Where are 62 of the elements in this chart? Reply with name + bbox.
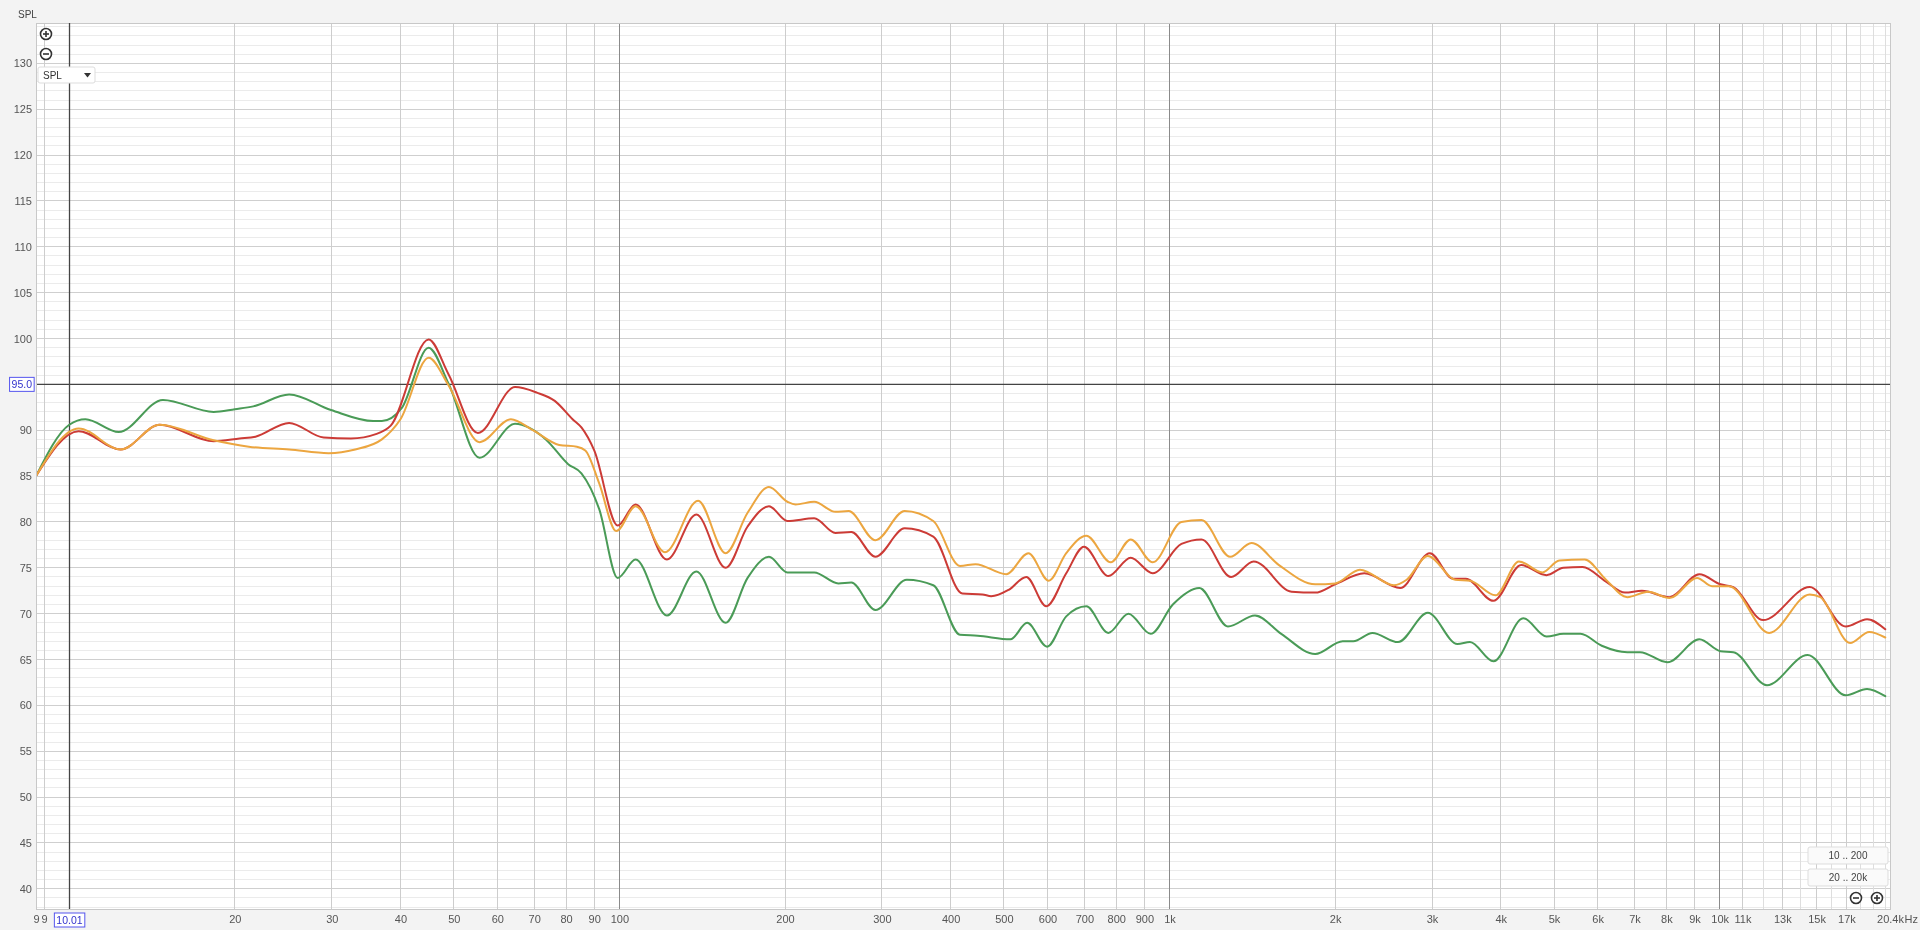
x-tick-label: 20 [229,912,242,925]
y-tick-label: 130 [13,57,32,70]
x-tick-label: 7k [1629,912,1642,925]
x-tick-label: 100 [610,912,630,925]
x-tick-label: 1k [1164,912,1177,925]
y-tick-label: 80 [19,515,32,528]
x-tick-label: 30 [326,912,339,925]
y-tick-label: 55 [19,745,32,758]
y-tick-label: 40 [19,882,32,895]
x-tick-label: 13k [1773,912,1793,925]
ref-line-label: 10.01 [56,914,83,926]
x-tick-label: 700 [1075,912,1094,925]
x-tick-label: 800 [1107,912,1126,925]
x-tick-label: 90 [588,912,601,925]
x-tick-label: 9k [1689,912,1702,925]
y-tick-label: 65 [19,653,32,666]
x-tick-label: 300 [873,912,892,925]
y-tick-label: 120 [13,149,32,162]
y-tick-label: 110 [14,240,32,253]
ref-line-label: 95.0 [11,378,33,391]
dropdown: SPL [37,66,96,84]
x-tick-label: 9 [33,912,40,925]
x-tick-label: 900 [1135,912,1155,925]
x-tick-label: 5k [1548,912,1561,925]
y-tick-label: 115 [14,194,32,207]
y-tick-label: 100 [13,332,32,345]
y-tick-label: 85 [19,470,32,483]
y-tick-label: 75 [19,561,32,574]
annotation: 10 .. 200 [1828,850,1868,861]
x-tick-label: 200 [776,912,795,925]
x-tick-label: 60 [491,912,504,925]
x-tick-label: 3k [1426,912,1439,925]
x-tick-label: 500 [995,912,1014,925]
x-tick-label: 17k [1838,912,1857,925]
y-tick-label: 125 [13,103,32,116]
x-tick-label: 11k [1734,912,1752,925]
x-tick-label: 10k [1711,912,1730,925]
x-tick-label: 9 [41,912,48,925]
x-axis-title: Hz [1904,912,1918,925]
x-tick-label: 50 [448,912,461,925]
y-tick-label: 45 [19,836,32,849]
x-tick-label: 400 [941,912,961,925]
y-tick-label: 105 [13,286,32,299]
x-tick-label: 2k [1329,912,1342,925]
button: 10 .. 200 [1807,846,1889,865]
x-tick-label: 600 [1038,912,1058,925]
x-tick-label: 70 [528,912,541,925]
x-tick-label: 40 [394,912,408,925]
x-tick-label: 6k [1592,912,1605,925]
y-tick-label: 50 [19,791,32,804]
x-tick-label: 8k [1661,912,1674,925]
x-tick-label: 4k [1495,912,1508,925]
annotation: 20 .. 20k [1828,872,1869,883]
x-tick-label: 20.4k [1877,912,1905,925]
x-tick-label: 15k [1808,912,1827,925]
y-axis-title: SPL [18,9,38,20]
annotation: SPL [43,70,63,81]
x-tick-label: 80 [560,912,573,925]
button: 20 .. 20k [1807,868,1889,887]
y-tick-label: 60 [19,699,32,712]
y-tick-label: 70 [19,607,32,620]
y-tick-label: 90 [19,424,32,437]
